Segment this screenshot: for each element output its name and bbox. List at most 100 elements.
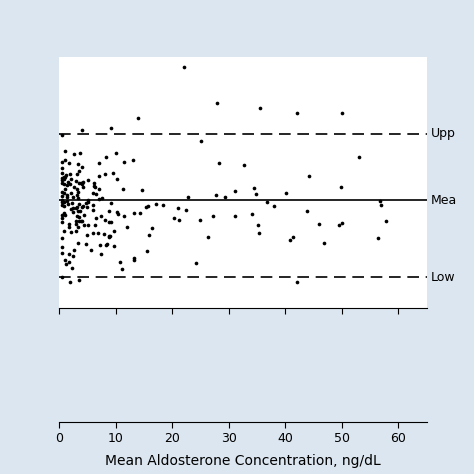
Point: [240, 161, 248, 169]
Point: [67, 205, 75, 212]
Point: [73, 185, 81, 192]
Point: [303, 208, 311, 215]
Point: [84, 196, 91, 204]
Point: [249, 210, 256, 218]
Point: [120, 158, 128, 166]
Point: [58, 243, 66, 251]
Point: [66, 180, 74, 187]
Point: [231, 212, 239, 219]
Point: [105, 218, 112, 226]
Point: [184, 193, 192, 201]
Point: [76, 167, 83, 175]
Point: [91, 221, 99, 228]
Point: [58, 201, 66, 209]
Point: [110, 228, 118, 235]
Point: [135, 115, 142, 122]
Point: [75, 213, 83, 221]
Point: [58, 188, 66, 195]
Point: [356, 153, 363, 161]
Point: [160, 201, 167, 209]
Point: [58, 174, 66, 182]
Point: [70, 246, 78, 254]
Point: [91, 183, 99, 191]
Point: [119, 185, 127, 192]
Point: [58, 214, 66, 221]
Point: [64, 178, 72, 185]
Point: [75, 217, 82, 225]
Point: [282, 189, 290, 197]
Point: [175, 216, 183, 224]
Point: [60, 199, 68, 206]
Point: [74, 208, 82, 215]
Point: [316, 220, 323, 228]
Point: [231, 187, 238, 195]
Point: [79, 203, 86, 210]
Point: [101, 170, 109, 178]
Point: [110, 242, 118, 250]
Point: [96, 241, 103, 248]
Text: Mea: Mea: [431, 194, 457, 207]
Point: [83, 231, 91, 239]
Point: [180, 64, 187, 71]
Point: [58, 197, 66, 204]
Point: [170, 214, 178, 222]
Point: [108, 218, 115, 226]
Point: [63, 171, 70, 179]
Point: [113, 175, 121, 183]
Point: [337, 183, 345, 191]
Point: [252, 190, 260, 198]
Point: [92, 190, 100, 198]
Point: [152, 201, 160, 208]
Point: [73, 178, 80, 185]
Point: [73, 204, 81, 211]
Point: [62, 260, 70, 268]
Point: [65, 258, 73, 265]
Point: [92, 214, 100, 222]
Point: [118, 265, 126, 273]
Point: [335, 221, 343, 229]
Point: [116, 259, 124, 266]
Point: [65, 223, 73, 231]
Point: [89, 189, 96, 197]
Point: [85, 198, 92, 205]
Point: [205, 233, 212, 241]
Point: [196, 217, 203, 224]
Point: [72, 204, 80, 212]
Point: [68, 264, 75, 272]
Point: [74, 224, 82, 231]
Point: [250, 184, 258, 191]
Point: [69, 208, 77, 215]
Point: [70, 150, 77, 158]
Point: [84, 221, 92, 229]
Point: [73, 191, 81, 199]
Point: [197, 137, 204, 145]
Point: [58, 198, 66, 206]
Point: [75, 201, 83, 208]
Point: [100, 230, 108, 238]
Point: [60, 189, 68, 196]
Point: [130, 254, 138, 262]
Point: [79, 217, 86, 225]
Point: [58, 164, 66, 172]
Point: [105, 207, 113, 215]
Point: [64, 200, 72, 208]
Point: [74, 189, 82, 196]
Point: [58, 192, 66, 200]
X-axis label: Mean Aldosterone Concentration, ng/dL: Mean Aldosterone Concentration, ng/dL: [105, 454, 381, 468]
Point: [60, 175, 67, 183]
Point: [75, 180, 82, 187]
Point: [76, 149, 84, 156]
Point: [102, 153, 110, 160]
Point: [80, 221, 88, 228]
Point: [87, 246, 94, 254]
Point: [61, 147, 69, 155]
Point: [221, 193, 228, 201]
Point: [130, 210, 137, 217]
Point: [144, 202, 152, 210]
Point: [383, 218, 390, 225]
Point: [70, 183, 78, 191]
Point: [89, 206, 97, 214]
Point: [123, 223, 131, 231]
Point: [286, 236, 294, 244]
Point: [58, 218, 66, 226]
